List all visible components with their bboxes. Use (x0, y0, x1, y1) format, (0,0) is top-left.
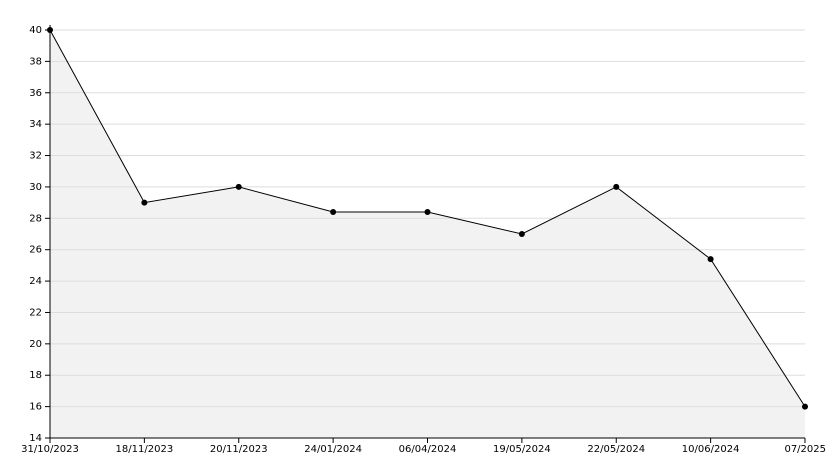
point (47, 27, 53, 33)
x-tick-label: 07/2025 (784, 444, 826, 455)
y-tick-label: 40 (29, 25, 42, 36)
y-tick-label: 38 (29, 56, 42, 67)
point (518, 231, 525, 237)
y-tick-label: 14 (29, 433, 42, 444)
point (707, 256, 714, 263)
point (235, 183, 242, 190)
y-tick-label: 32 (29, 151, 42, 162)
x-tick-label: 22/05/2024 (587, 444, 645, 455)
x-tick-label: 19/05/2024 (493, 444, 551, 455)
x-tick-label: 18/11/2023 (116, 444, 174, 455)
y-tick-label: 30 (29, 182, 42, 193)
x-tick-label: 20/11/2023 (210, 444, 268, 455)
y-tick-label: 20 (29, 339, 42, 350)
point (330, 209, 337, 216)
y-tick-label: 18 (29, 370, 42, 381)
area (50, 30, 805, 438)
y-tick-label: 22 (29, 307, 42, 318)
point (424, 209, 431, 216)
x-tick-label: 24/01/2024 (304, 444, 362, 455)
point (141, 199, 148, 206)
x-tick-label: 06/04/2024 (399, 444, 457, 455)
y-tick-label: 36 (29, 88, 42, 99)
y-tick-label: 24 (29, 276, 42, 287)
y-tick-label: 16 (29, 402, 42, 413)
y-tick-label: 26 (29, 245, 42, 256)
y-tick-label: 28 (29, 213, 42, 224)
x-tick-label: 31/10/2023 (21, 444, 79, 455)
x-tick-label: 10/06/2024 (682, 444, 740, 455)
point (802, 403, 808, 410)
point (613, 183, 620, 190)
y-tick-label: 34 (29, 119, 42, 130)
